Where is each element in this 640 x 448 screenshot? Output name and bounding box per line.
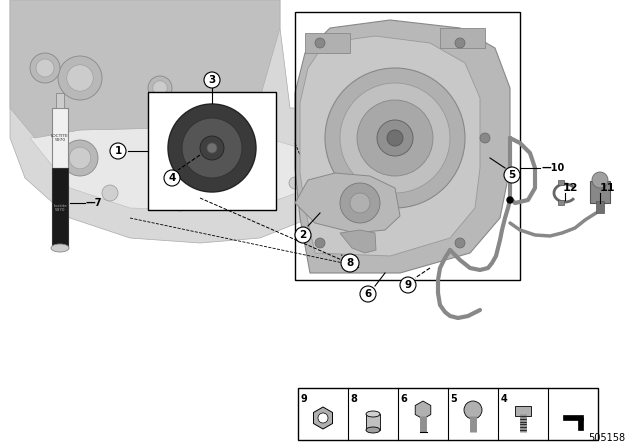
Circle shape <box>318 413 328 423</box>
Circle shape <box>200 136 224 160</box>
Circle shape <box>325 68 465 208</box>
Polygon shape <box>340 230 376 253</box>
Text: 5: 5 <box>451 394 458 404</box>
Polygon shape <box>30 128 310 210</box>
Polygon shape <box>300 36 480 256</box>
Bar <box>440 28 485 48</box>
Text: 4: 4 <box>168 173 176 183</box>
Circle shape <box>242 192 258 208</box>
Text: 8: 8 <box>351 394 357 404</box>
Circle shape <box>377 120 413 156</box>
Text: 6: 6 <box>401 394 408 404</box>
Polygon shape <box>295 173 400 233</box>
Circle shape <box>480 133 490 143</box>
Text: 11: 11 <box>599 183 615 193</box>
Circle shape <box>340 83 450 193</box>
Circle shape <box>455 38 465 48</box>
Circle shape <box>289 177 301 189</box>
Circle shape <box>153 81 167 95</box>
Bar <box>148 92 276 210</box>
Bar <box>558 180 564 185</box>
Circle shape <box>148 76 172 100</box>
Ellipse shape <box>366 427 380 433</box>
Bar <box>578 418 583 430</box>
Circle shape <box>164 170 180 186</box>
Bar <box>295 12 520 280</box>
Text: 5: 5 <box>508 170 516 180</box>
Bar <box>52 168 68 248</box>
Ellipse shape <box>366 411 380 417</box>
Text: 9: 9 <box>301 394 307 404</box>
Bar <box>305 33 350 53</box>
Circle shape <box>36 59 54 77</box>
Bar <box>596 201 604 213</box>
Circle shape <box>172 195 188 211</box>
Bar <box>558 200 564 205</box>
Text: LOCTITE
5970: LOCTITE 5970 <box>51 134 69 142</box>
Bar <box>56 93 64 108</box>
Circle shape <box>207 143 217 153</box>
Circle shape <box>182 118 242 178</box>
Circle shape <box>387 130 403 146</box>
Circle shape <box>360 286 376 302</box>
Circle shape <box>455 238 465 248</box>
Circle shape <box>341 254 359 272</box>
Bar <box>563 415 583 420</box>
Circle shape <box>350 193 370 213</box>
Text: —7: —7 <box>85 198 102 208</box>
Text: 1: 1 <box>115 146 122 156</box>
Text: 8: 8 <box>346 258 354 268</box>
Circle shape <box>315 38 325 48</box>
Circle shape <box>295 227 311 243</box>
Text: 6: 6 <box>364 289 372 299</box>
Circle shape <box>400 277 416 293</box>
Polygon shape <box>295 20 510 273</box>
Circle shape <box>504 167 520 183</box>
Circle shape <box>204 72 220 88</box>
Text: —10: —10 <box>541 163 564 173</box>
Circle shape <box>62 140 98 176</box>
Text: 2: 2 <box>300 230 307 240</box>
Circle shape <box>357 100 433 176</box>
Circle shape <box>30 53 60 83</box>
Text: 3: 3 <box>209 75 216 85</box>
Circle shape <box>315 238 325 248</box>
Bar <box>590 181 610 203</box>
Circle shape <box>507 197 513 203</box>
Text: 505158: 505158 <box>588 433 625 443</box>
Text: 4: 4 <box>500 394 508 404</box>
Circle shape <box>110 143 126 159</box>
Circle shape <box>102 185 118 201</box>
Text: 9: 9 <box>404 280 412 290</box>
Circle shape <box>67 65 93 91</box>
Bar <box>298 388 598 440</box>
Ellipse shape <box>51 244 69 252</box>
Text: 12: 12 <box>563 183 578 193</box>
Circle shape <box>592 172 608 188</box>
Polygon shape <box>10 0 330 243</box>
Circle shape <box>464 401 482 419</box>
Bar <box>366 414 380 430</box>
Text: Loctite
5970: Loctite 5970 <box>53 204 67 212</box>
Bar <box>515 406 531 416</box>
Circle shape <box>69 147 91 169</box>
Circle shape <box>340 183 380 223</box>
Circle shape <box>168 104 256 192</box>
Bar <box>52 108 68 168</box>
Polygon shape <box>10 0 280 138</box>
Circle shape <box>58 56 102 100</box>
